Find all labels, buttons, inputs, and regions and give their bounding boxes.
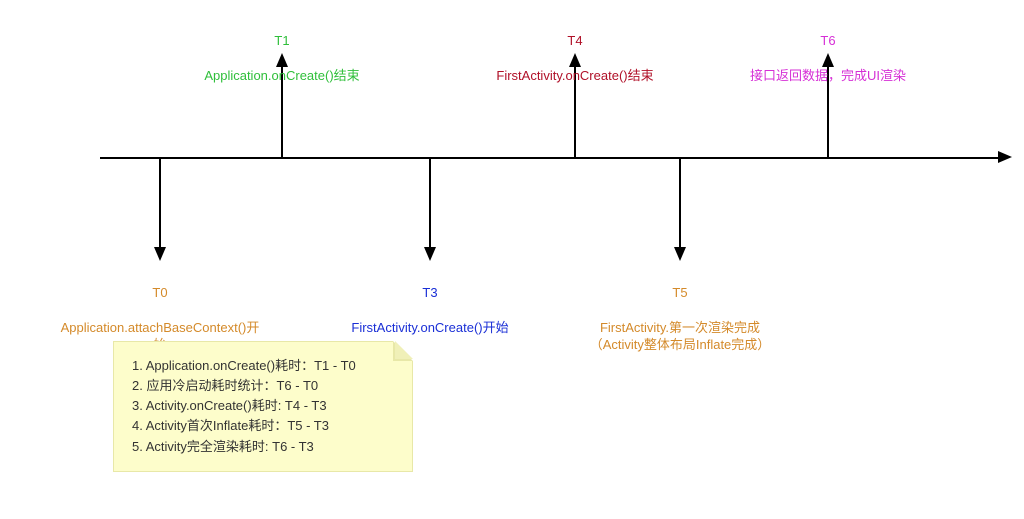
- note-line: 1. Application.onCreate()耗时：T1 - T0: [132, 356, 394, 376]
- timeline-axis-arrow: [998, 151, 1012, 163]
- event-label-t3: T3 FirstActivity.onCreate()开始: [310, 266, 550, 336]
- note-line: 4. Activity首次Inflate耗时：T5 - T3: [132, 416, 394, 436]
- event-text: FirstActivity.onCreate()结束: [496, 68, 653, 83]
- event-title: T1: [162, 32, 402, 50]
- event-arrow-t3: [424, 247, 436, 261]
- summary-note: 1. Application.onCreate()耗时：T1 - T0 2. 应…: [113, 341, 413, 472]
- event-line-t3: [429, 159, 431, 249]
- event-arrow-t0: [154, 247, 166, 261]
- event-text: FirstActivity.onCreate()开始: [351, 320, 508, 335]
- event-title: T5: [540, 284, 820, 302]
- event-text: 接口返回数据，完成UI渲染: [750, 68, 906, 83]
- event-label-t5: T5 FirstActivity.第一次渲染完成 （Activity整体布局In…: [540, 266, 820, 354]
- event-title: T4: [455, 32, 695, 50]
- note-line: 5. Activity完全渲染耗时: T6 - T3: [132, 437, 394, 457]
- event-title: T6: [708, 32, 948, 50]
- timeline-diagram: T1 Application.onCreate()结束 T4 FirstActi…: [0, 0, 1024, 519]
- event-line-t0: [159, 159, 161, 249]
- timeline-axis: [100, 157, 1000, 159]
- event-label-t6: T6 接口返回数据，完成UI渲染: [708, 14, 948, 84]
- event-arrow-t5: [674, 247, 686, 261]
- event-label-t4: T4 FirstActivity.onCreate()结束: [455, 14, 695, 84]
- event-line-t5: [679, 159, 681, 249]
- event-text: FirstActivity.第一次渲染完成 （Activity整体布局Infla…: [590, 320, 771, 353]
- note-dog-ear: [393, 341, 413, 361]
- event-title: T0: [30, 284, 290, 302]
- note-line: 2. 应用冷启动耗时统计：T6 - T0: [132, 376, 394, 396]
- note-line: 3. Activity.onCreate()耗时: T4 - T3: [132, 396, 394, 416]
- event-label-t1: T1 Application.onCreate()结束: [162, 14, 402, 84]
- event-title: T3: [310, 284, 550, 302]
- event-text: Application.onCreate()结束: [204, 68, 359, 83]
